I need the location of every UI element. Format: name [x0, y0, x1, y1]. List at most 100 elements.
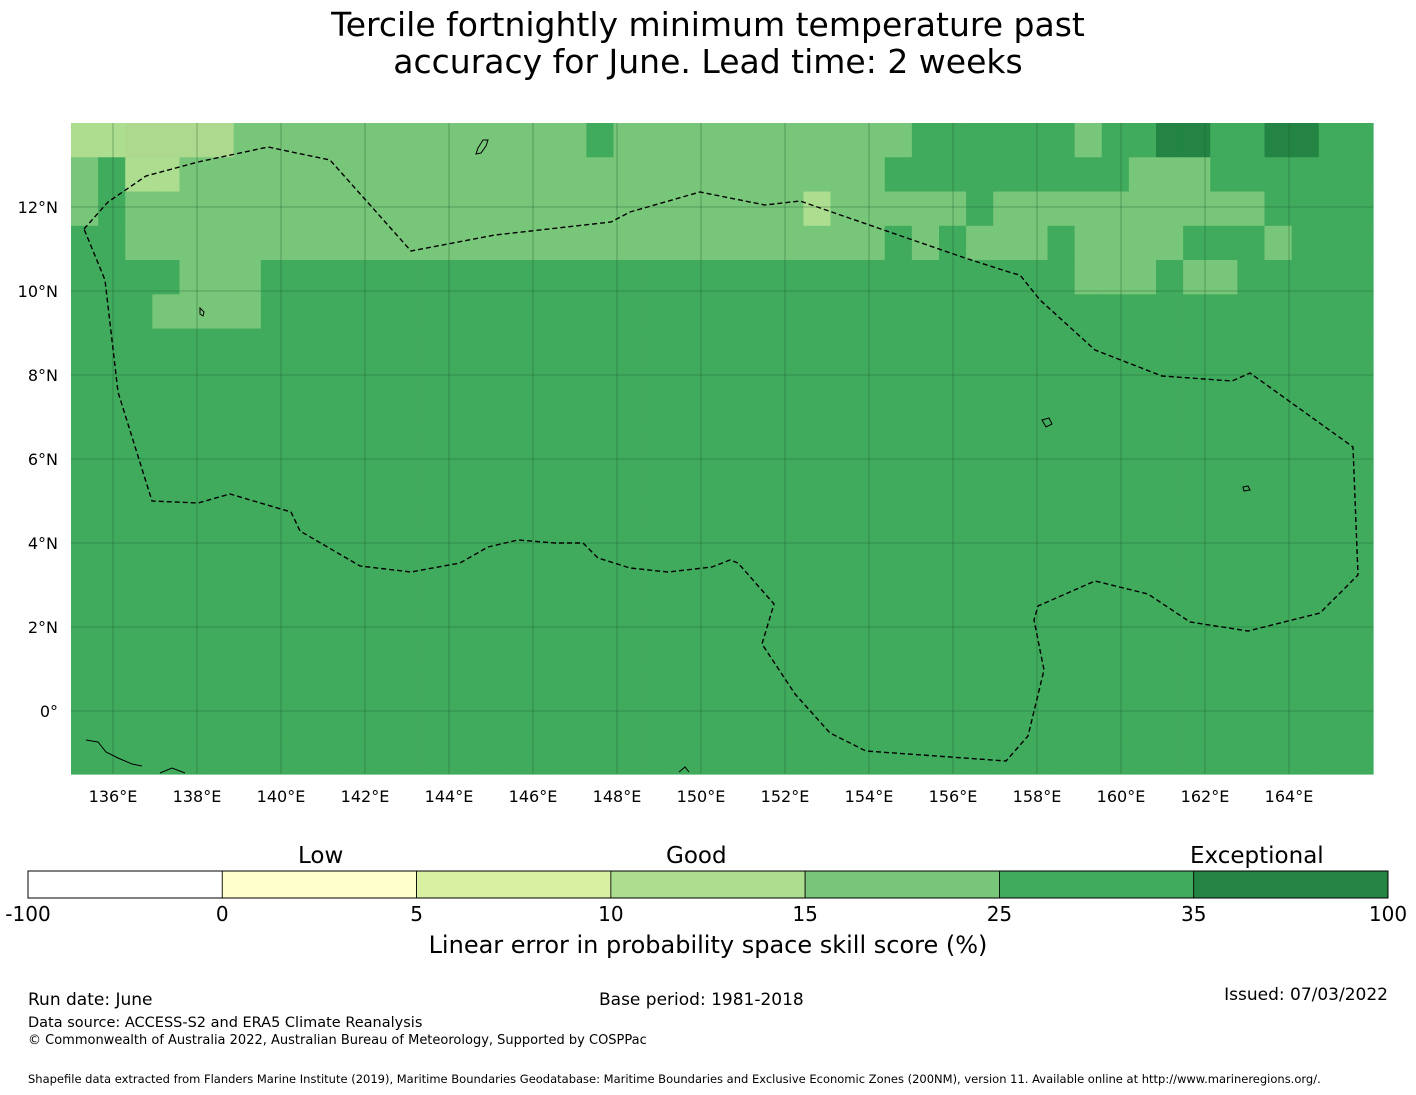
skill-cell [423, 157, 452, 193]
skill-cell [993, 465, 1021, 501]
skill-cell [1345, 739, 1374, 775]
skill-cell [288, 397, 316, 432]
skill-cell [857, 534, 886, 570]
skill-cell [884, 602, 913, 638]
skill-cell [613, 225, 642, 261]
skill-cell [423, 739, 452, 775]
skill-cell [694, 225, 723, 261]
skill-cell [694, 397, 723, 432]
skill-cell [532, 397, 560, 432]
skill-cell [477, 534, 506, 570]
skill-cell [1128, 534, 1157, 570]
skill-cell [477, 465, 506, 501]
skill-cell [206, 499, 235, 535]
skill-cell [694, 157, 723, 193]
skill-cell [559, 260, 587, 295]
skill-cell [342, 739, 370, 775]
colorbar-bin [999, 870, 1195, 899]
skill-cell [776, 602, 804, 638]
skill-cell [586, 499, 615, 535]
skill-cell [233, 671, 262, 707]
skill-cell [1237, 602, 1266, 638]
skill-cell [911, 636, 940, 672]
skill-cell [179, 465, 208, 501]
skill-cell [694, 328, 723, 364]
skill-cell [966, 636, 994, 672]
skill-cell [450, 225, 479, 261]
skill-cell [966, 568, 994, 604]
skill-cell [505, 636, 533, 672]
skill-cell [233, 465, 262, 501]
skill-cell [640, 499, 669, 535]
skill-cell [1345, 568, 1374, 604]
skill-cell [1128, 123, 1157, 158]
skill-cell [152, 671, 181, 707]
skill-cell [776, 739, 804, 775]
skill-cell [396, 260, 425, 295]
skill-cell [206, 739, 235, 775]
skill-cell [315, 671, 343, 707]
skill-cell [450, 260, 479, 295]
skill-cell [1291, 499, 1320, 535]
skill-cell [640, 568, 669, 604]
skill-cell [1237, 123, 1266, 158]
skill-cell [288, 739, 316, 775]
skill-cell [1128, 671, 1157, 707]
colorbar-frame [27, 870, 1389, 899]
skill-cell [857, 260, 886, 295]
skill-cell [369, 260, 398, 295]
skill-cell [396, 568, 425, 604]
skill-cell [71, 191, 99, 227]
skill-cell [613, 123, 642, 158]
skill-cell [1345, 123, 1374, 158]
skill-cell [532, 602, 560, 638]
skill-cell [288, 294, 316, 330]
skill-cell [179, 499, 208, 535]
skill-cell [98, 499, 126, 535]
skill-cell [1074, 568, 1103, 604]
skill-cell [423, 328, 452, 364]
skill-cell [966, 157, 994, 193]
skill-cell [803, 568, 832, 604]
skill-cell [1210, 260, 1238, 295]
skill-cell [911, 499, 940, 535]
skill-cell [1156, 739, 1184, 775]
skill-cell [640, 191, 669, 227]
skill-cell [505, 499, 533, 535]
skill-cell [1020, 739, 1049, 775]
skill-cell [315, 191, 343, 227]
skill-cell [505, 568, 533, 604]
skill-cell [1074, 157, 1103, 193]
skill-cell [369, 602, 398, 638]
skill-cell [98, 739, 126, 775]
skill-cell [884, 465, 913, 501]
skill-cell [1047, 397, 1076, 432]
skill-cell [369, 499, 398, 535]
skill-cell [1101, 123, 1130, 158]
colorbar-tick-label: 15 [792, 902, 818, 926]
skill-cell [179, 294, 208, 330]
skill-cell [911, 123, 940, 158]
skill-cell [342, 328, 370, 364]
skill-cell [1237, 397, 1266, 432]
skill-cell [667, 225, 696, 261]
latitude-label: 6°N [28, 450, 58, 469]
skill-cell [288, 465, 316, 501]
skill-cell [884, 636, 913, 672]
skill-cell [450, 328, 479, 364]
skill-cell [613, 362, 642, 398]
skill-cell [559, 123, 587, 158]
skill-cell [1074, 671, 1103, 707]
skill-cell [667, 534, 696, 570]
skill-cell [966, 225, 994, 261]
skill-cell [206, 225, 235, 261]
skill-cell [315, 568, 343, 604]
skill-cell [694, 671, 723, 707]
skill-cell [1156, 534, 1184, 570]
skill-cell [803, 499, 832, 535]
skill-cell [532, 739, 560, 775]
skill-cell [396, 431, 425, 467]
skill-cell [1291, 671, 1320, 707]
skill-cell [233, 294, 262, 330]
skill-cell [342, 602, 370, 638]
